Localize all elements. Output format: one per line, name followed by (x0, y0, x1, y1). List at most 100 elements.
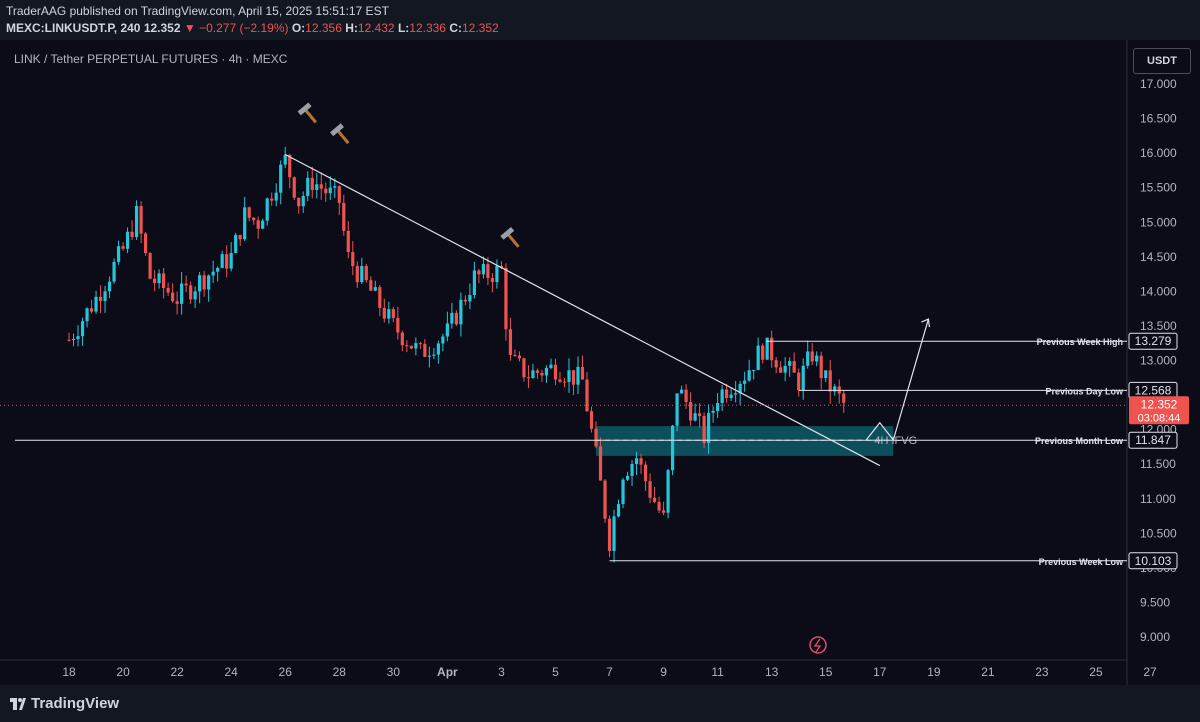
candle-body (243, 207, 247, 240)
candle-body (400, 332, 404, 346)
candle-body (779, 367, 783, 373)
candle-body (549, 364, 553, 369)
x-tick-label: 26 (279, 665, 293, 679)
level-price-value: 10.103 (1135, 554, 1172, 568)
candle-body (324, 188, 328, 194)
candle-body (139, 206, 143, 234)
candle-body (360, 266, 364, 283)
candle-body (112, 261, 116, 282)
y-tick-label: 17.000 (1140, 77, 1177, 91)
level-price-value: 11.847 (1135, 433, 1171, 447)
tradingview-logo[interactable]: TradingView (10, 695, 119, 712)
candle-body (67, 339, 71, 341)
level-price-badge (1128, 332, 1178, 350)
candle-body (256, 220, 260, 229)
candle-body (761, 345, 765, 360)
candle-body (364, 266, 368, 281)
candle-body (351, 252, 355, 267)
level-label: Previous Week Low (1039, 557, 1124, 567)
x-tick-label: 21 (981, 665, 995, 679)
y-tick-label: 11.000 (1140, 492, 1176, 506)
last-price: 12.352 (143, 21, 181, 35)
candle-body (463, 299, 467, 302)
candle-body (414, 343, 418, 349)
candle-body (382, 307, 386, 319)
ifvg-zone[interactable] (596, 426, 894, 456)
candle-body (504, 267, 508, 330)
y-tick-label: 16.500 (1140, 112, 1177, 126)
projection-path[interactable] (865, 318, 929, 442)
candle-body (540, 372, 544, 376)
candle-body (693, 413, 697, 421)
y-tick-label: 14.500 (1140, 250, 1177, 264)
x-tick-label: 27 (1143, 665, 1157, 679)
y-tick-label: 16.000 (1140, 146, 1177, 160)
candle-body (675, 393, 679, 426)
currency-button[interactable]: USDT (1133, 48, 1191, 74)
candle-body (495, 265, 499, 283)
low-label: L: (397, 21, 410, 35)
event-marker-icon[interactable] (809, 636, 827, 654)
candle-body (508, 329, 513, 356)
publisher-line: TraderAAG published on TradingView.com, … (6, 4, 389, 18)
candle-body (378, 287, 382, 308)
candle-body (526, 377, 531, 379)
candle-body (815, 355, 819, 362)
candle-body (698, 413, 702, 417)
candle-body (612, 516, 616, 551)
candle-body (738, 383, 742, 394)
candle-body (522, 358, 526, 378)
candle-body (184, 283, 188, 286)
candle-body (670, 425, 675, 471)
x-tick-label: 13 (765, 665, 779, 679)
candle-body (265, 198, 269, 221)
candle-body (468, 295, 472, 302)
candle-body (270, 198, 274, 201)
trendline[interactable] (284, 153, 881, 467)
candle-body (207, 275, 211, 290)
candle-body (202, 275, 206, 290)
candle-body (531, 370, 535, 379)
candle-body (720, 389, 724, 404)
candle-body (247, 207, 251, 218)
candle-body (752, 370, 756, 372)
candle-body (756, 345, 760, 371)
y-tick-label: 9.500 (1140, 595, 1170, 609)
candle-body (454, 312, 458, 325)
close-label: C: (449, 21, 462, 35)
low-value: 12.336 (409, 21, 446, 35)
candle-body (657, 502, 661, 511)
level-label: Previous Day Low (1045, 386, 1124, 396)
x-tick-label: 5 (552, 665, 559, 679)
candle-body (134, 206, 139, 238)
candle-body (220, 254, 224, 268)
candle-body (162, 273, 166, 289)
candle-body (806, 351, 810, 366)
candle-body (89, 308, 94, 312)
candle-body (234, 234, 238, 253)
candle-body (369, 280, 373, 291)
plot-area[interactable] (0, 40, 1127, 660)
candle-body (567, 370, 571, 382)
y-tick-label: 9.000 (1140, 630, 1170, 644)
high-label: H: (345, 21, 358, 35)
candle-body (558, 379, 562, 382)
x-tick-label: Apr (437, 665, 458, 679)
y-tick-label: 14.000 (1140, 284, 1177, 298)
footer: TradingView (0, 685, 1200, 722)
candle-body (274, 192, 278, 201)
candle-body (797, 372, 801, 391)
candle-body (396, 317, 400, 333)
ifvg-label: 4H IFVG (874, 435, 917, 447)
price-chart[interactable]: 17.000 16.500 16.000 15.500 15.000 14.500 14.0… (0, 40, 1200, 685)
candle-body (716, 403, 720, 411)
y-tick-label: 15.500 (1140, 181, 1177, 195)
candle-body (603, 480, 607, 519)
symbol: MEXC:LINKUSDT.P, 240 (6, 21, 141, 35)
candle-body (634, 458, 639, 464)
x-tick-label: 7 (606, 665, 613, 679)
candle-body (121, 246, 125, 249)
candle-body (580, 366, 585, 380)
x-tick-label: 25 (1089, 665, 1103, 679)
candle-body (824, 370, 828, 379)
